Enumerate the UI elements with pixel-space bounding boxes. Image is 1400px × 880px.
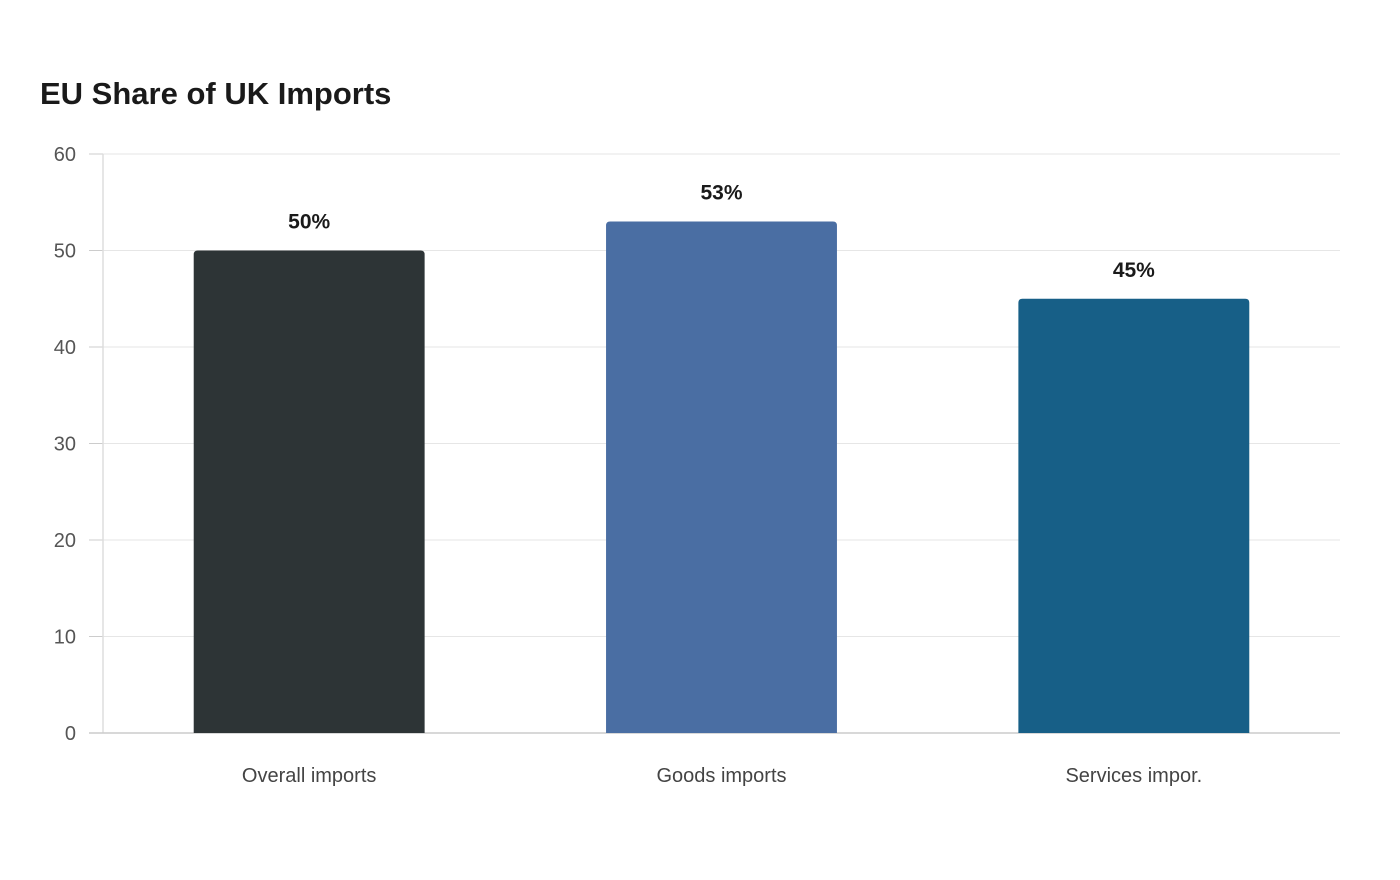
- data-label-2: 53%: [700, 182, 742, 205]
- data-label-3: 45%: [1113, 259, 1155, 282]
- y-tick-label: 0: [65, 723, 76, 745]
- y-tick-label: 40: [54, 337, 76, 359]
- y-tick-label: 20: [54, 530, 76, 552]
- bars: [193, 221, 1250, 734]
- category-labels: Overall imports Goods imports Services imp…: [242, 765, 1202, 787]
- category-label-1: Overall imports: [242, 765, 376, 787]
- bar-1: [193, 250, 425, 733]
- bar-2: [606, 221, 837, 734]
- y-tick-label: 10: [54, 627, 76, 649]
- y-tick-label: 30: [54, 434, 76, 456]
- data-label-1: 50%: [288, 211, 330, 234]
- chart-title: EU Share of UK Imports: [40, 76, 392, 111]
- category-label-3: Services impor.: [1065, 765, 1202, 787]
- bar-3: [1018, 298, 1250, 733]
- y-tick-label: 50: [54, 241, 76, 263]
- category-label-2: Goods imports: [656, 765, 786, 787]
- y-tick-label: 60: [54, 144, 76, 166]
- y-tick-labels: 0 10 20 30 40 50 60: [54, 144, 76, 745]
- data-labels: 50% 53% 45%: [288, 182, 1155, 282]
